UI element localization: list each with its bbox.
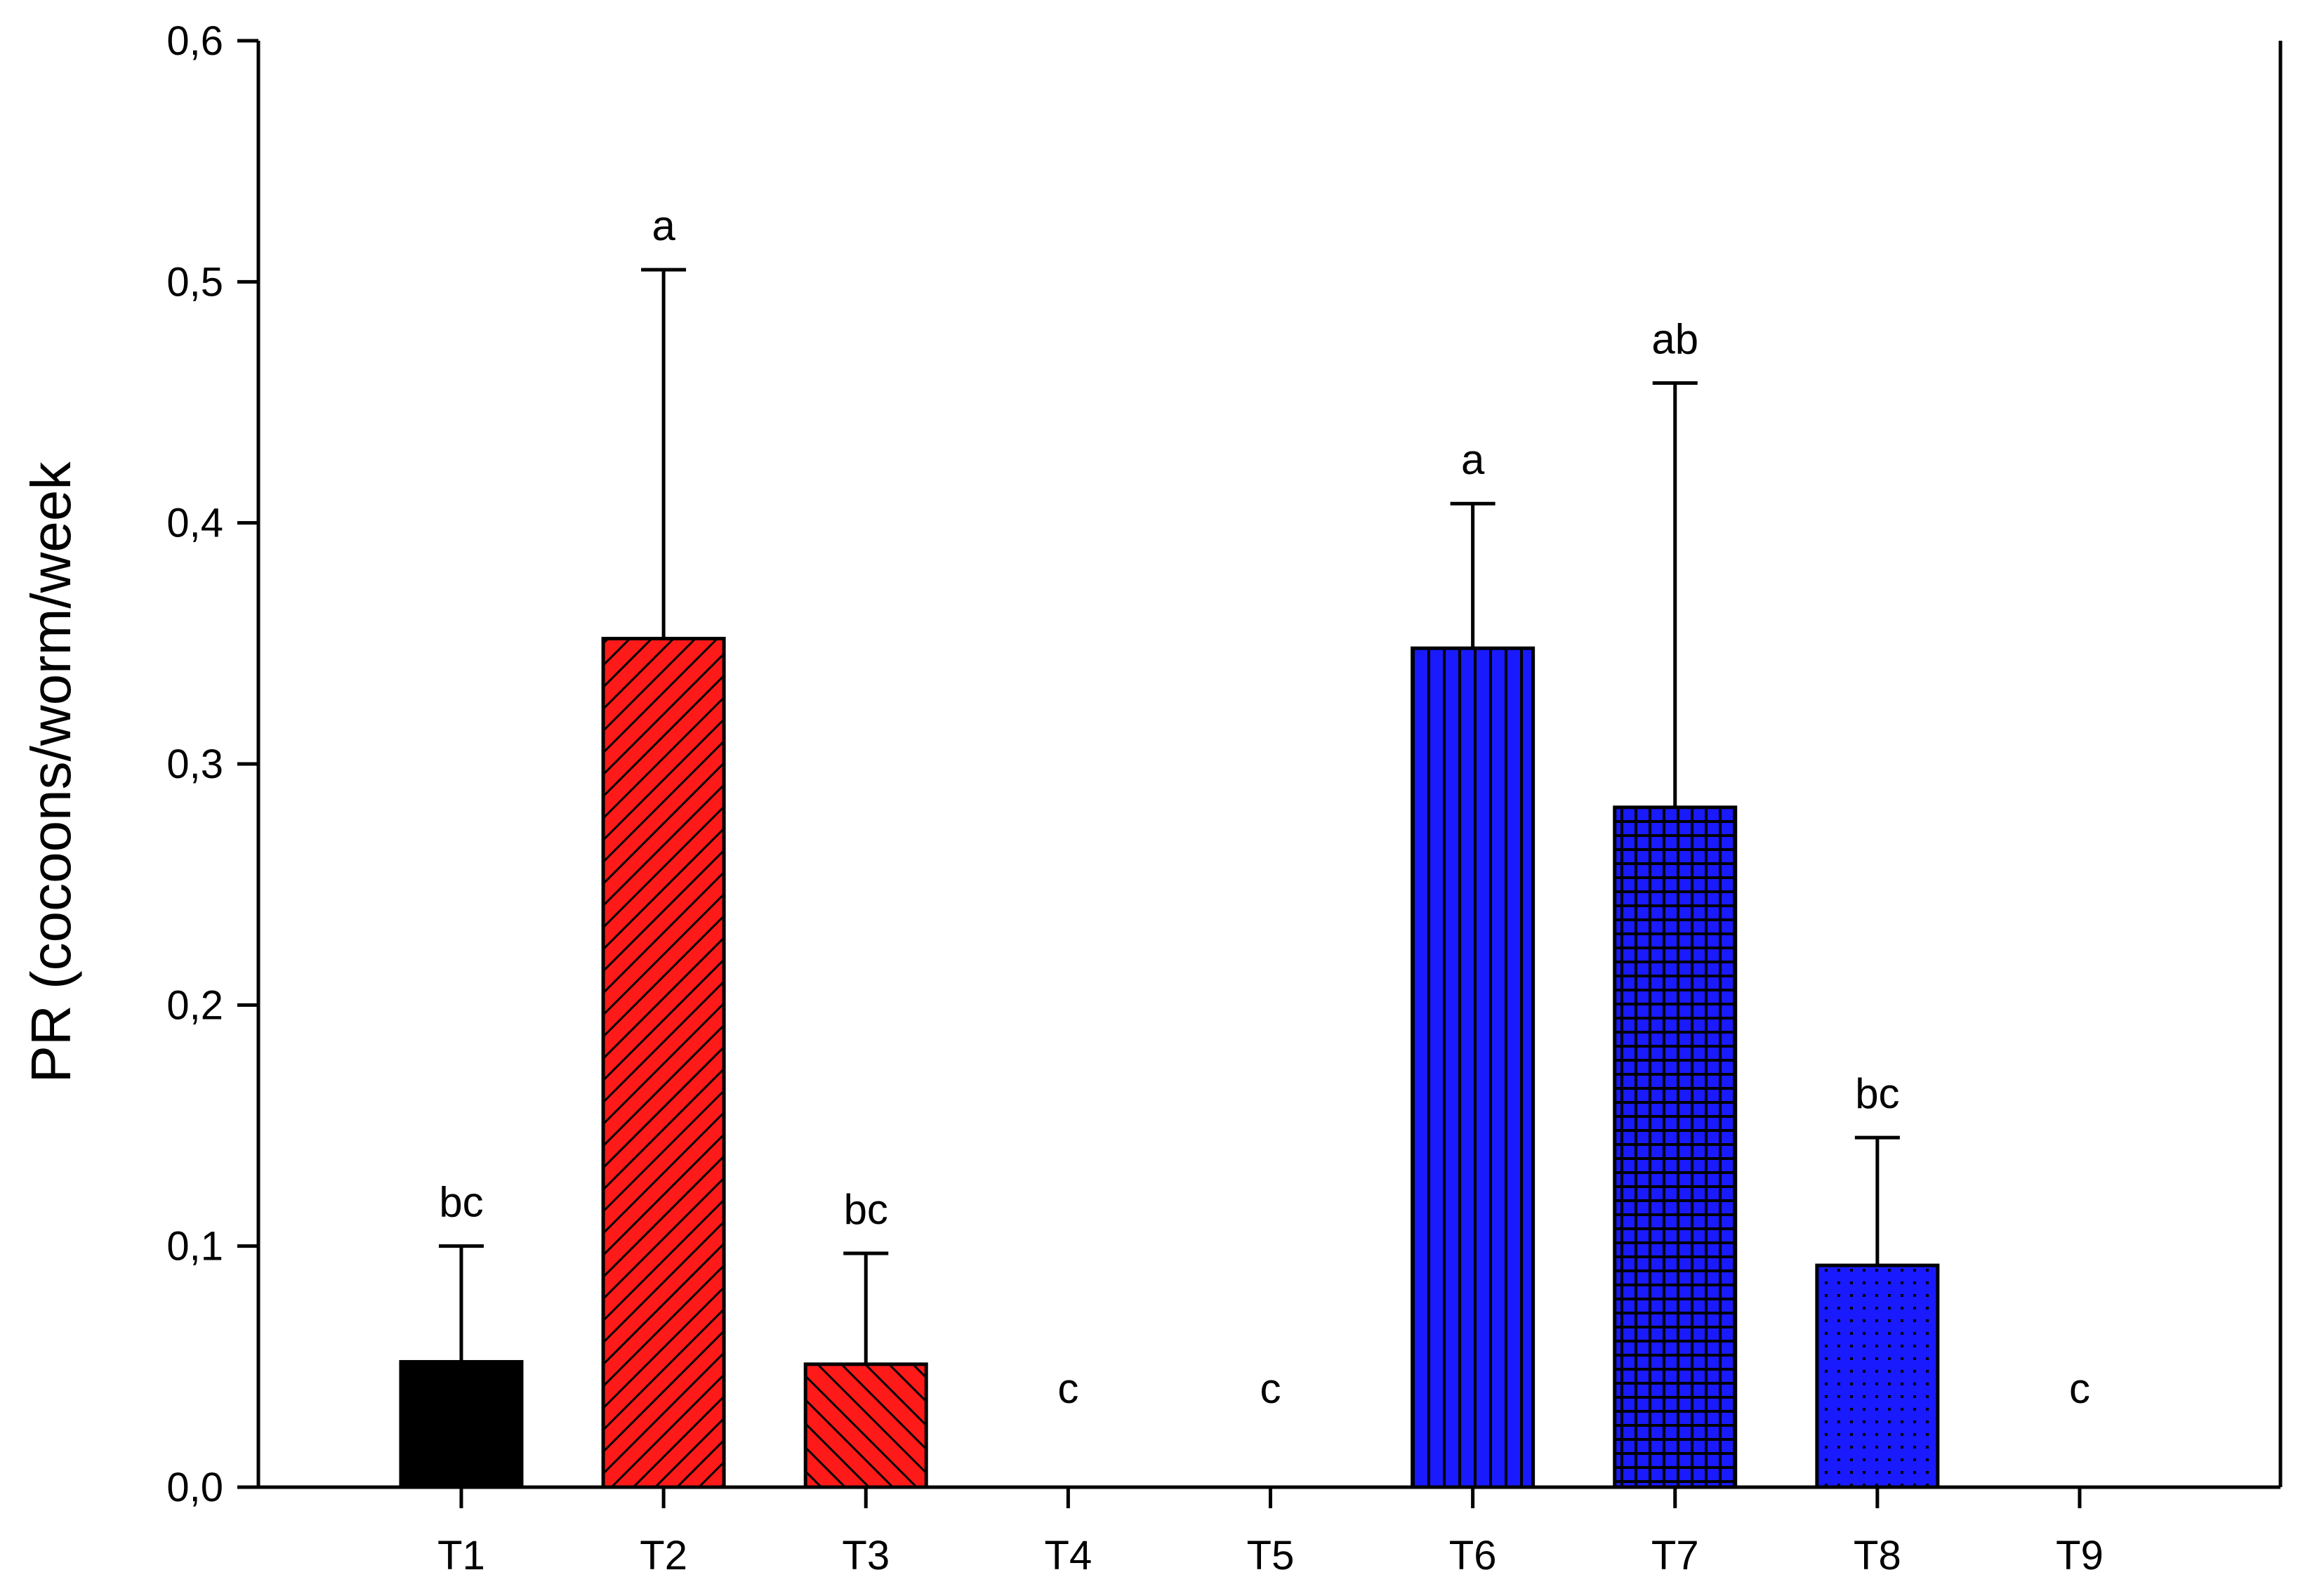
- bar-t8: [1815, 1263, 1940, 1489]
- x-tick-label-t9: T9: [2056, 1533, 2104, 1578]
- significance-label-t6: a: [1461, 436, 1485, 483]
- x-tick-label-t7: T7: [1651, 1533, 1699, 1578]
- significance-label-t9: c: [2069, 1365, 2090, 1412]
- bars: [399, 268, 1940, 1489]
- bar-t1: [399, 1359, 524, 1489]
- x-tick-label-t3: T3: [842, 1533, 890, 1578]
- y-tick-label: 0,6: [166, 18, 223, 64]
- significance-label-t5: c: [1260, 1365, 1281, 1412]
- bar-t2: [601, 636, 726, 1489]
- axes: 0,0 0,1 0,2 0,3 0,4 0,5 0,6: [166, 18, 2283, 1510]
- x-tick-label-t8: T8: [1854, 1533, 1901, 1578]
- y-tick-label: 0,0: [166, 1465, 223, 1510]
- x-tick-label-t5: T5: [1247, 1533, 1295, 1578]
- bar-t6: [1411, 646, 1536, 1489]
- x-tick-label-t2: T2: [640, 1533, 687, 1578]
- significance-label-t7: ab: [1651, 316, 1698, 363]
- y-tick-label: 0,2: [166, 982, 223, 1028]
- x-tick-label-t6: T6: [1449, 1533, 1497, 1578]
- x-tick-label-t1: T1: [437, 1533, 485, 1578]
- labels: bc T1 a T2 bc T3 c T4 c T5 a T6 ab T7 bc T8 c T9: [437, 202, 2104, 1578]
- significance-label-t2: a: [652, 202, 675, 249]
- y-tick-label: 0,4: [166, 501, 223, 546]
- significance-label-t8: bc: [1855, 1070, 1899, 1117]
- significance-label-t4: c: [1057, 1365, 1078, 1412]
- bar-t3: [803, 1362, 928, 1489]
- bar-t7: [1613, 805, 1738, 1489]
- y-tick-label: 0,5: [166, 259, 223, 305]
- y-tick-label: 0,1: [166, 1224, 223, 1269]
- significance-label-t3: bc: [844, 1186, 888, 1233]
- x-tick-label-t4: T4: [1045, 1533, 1092, 1578]
- y-axis-title: PR (cocoons/worm/week: [20, 461, 82, 1083]
- y-tick-label: 0,3: [166, 741, 223, 787]
- significance-label-t1: bc: [439, 1179, 483, 1226]
